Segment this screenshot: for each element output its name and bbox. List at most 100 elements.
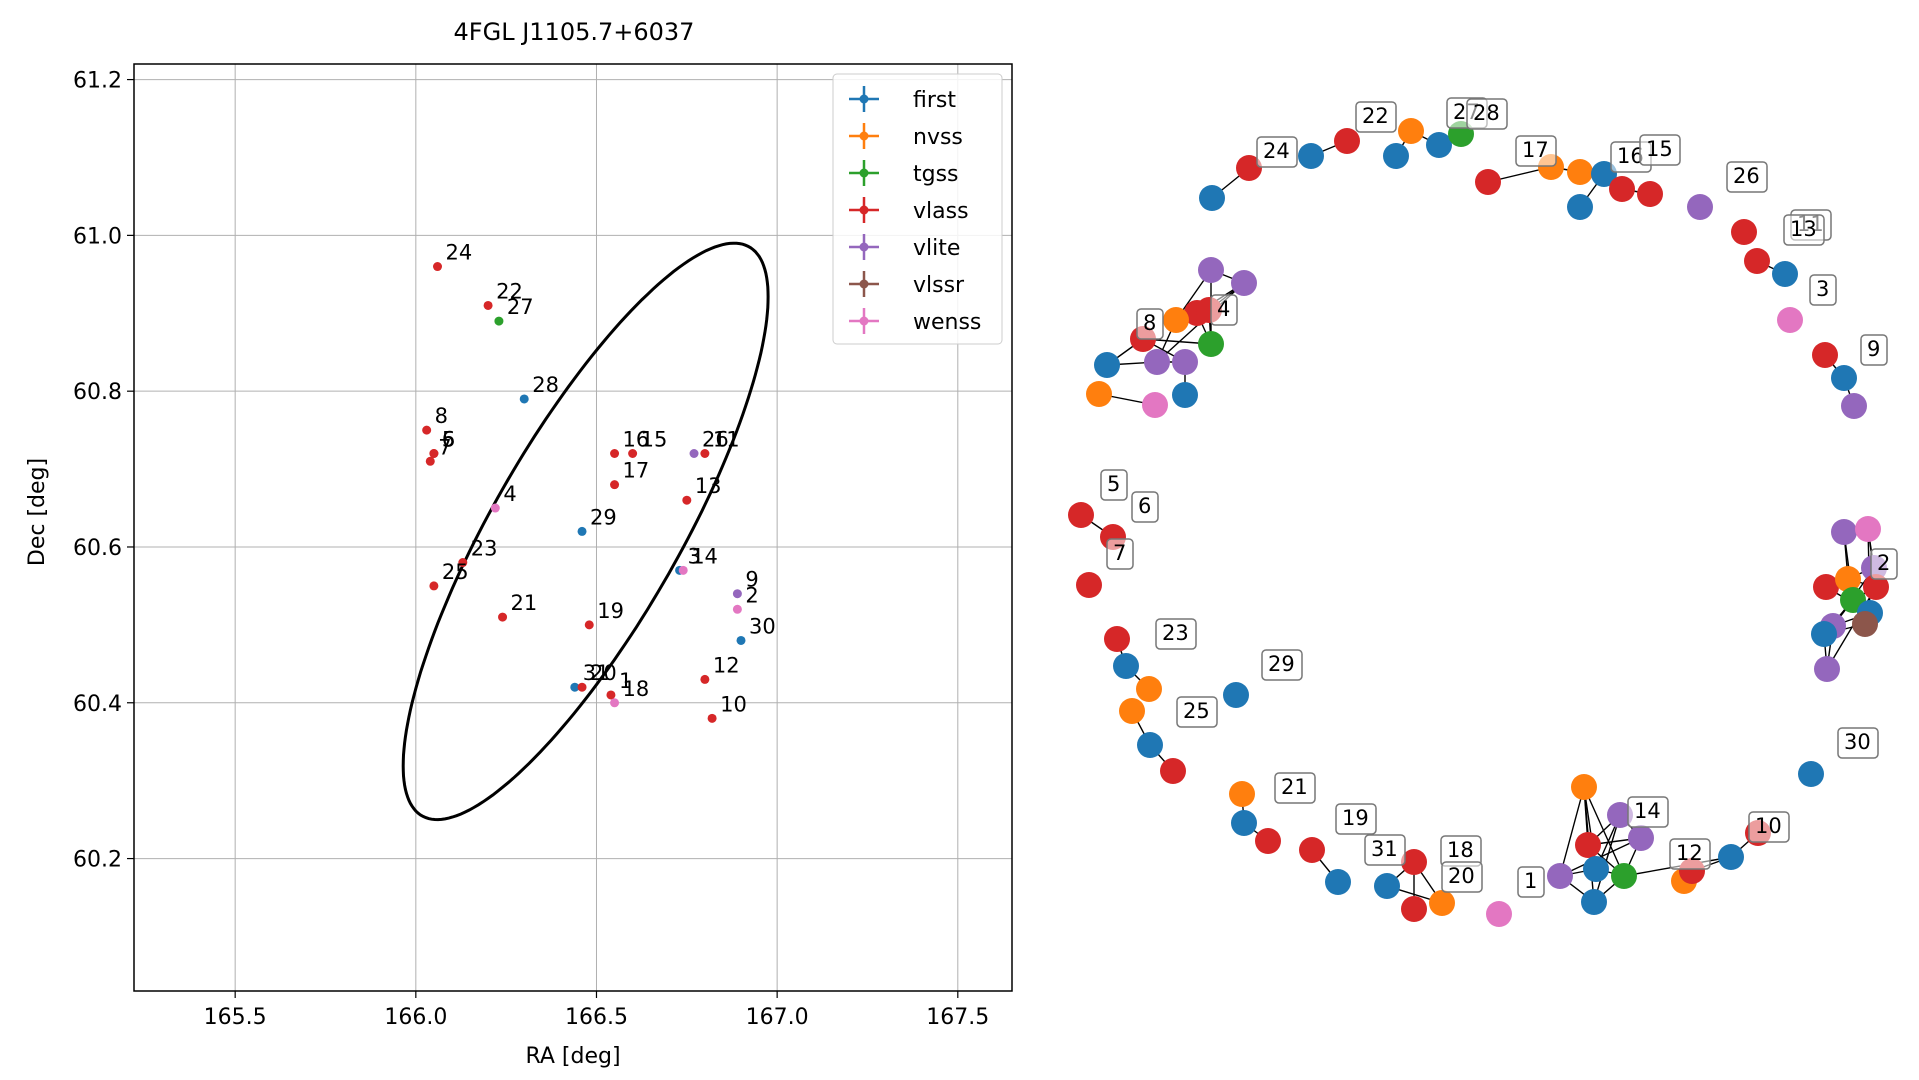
source-label: 28 <box>532 373 559 397</box>
network-node <box>1142 392 1168 418</box>
node-label: 18 <box>1447 838 1474 862</box>
legend-marker <box>859 279 869 289</box>
legend-label: vlass <box>913 199 969 224</box>
network-node <box>1298 143 1324 169</box>
source-point <box>584 620 594 630</box>
network-node <box>1486 901 1512 927</box>
network-node <box>1401 849 1427 875</box>
y-tick-label: 60.8 <box>73 380 122 405</box>
source-point <box>490 503 500 513</box>
network-node <box>1567 194 1593 220</box>
source-point <box>519 394 529 404</box>
network-node <box>1160 758 1186 784</box>
y-tick-label: 61.2 <box>73 69 122 94</box>
source-point <box>483 300 493 310</box>
network-node <box>1547 863 1573 889</box>
network-node <box>1855 516 1881 542</box>
source-point <box>610 698 620 708</box>
legend-box <box>832 73 1003 345</box>
network-node <box>1772 261 1798 287</box>
node-label: 6 <box>1138 494 1151 518</box>
source-point <box>425 456 435 466</box>
node-label-box <box>1515 135 1557 167</box>
source-point <box>628 448 638 458</box>
node-label: 21 <box>1281 775 1308 799</box>
source-label: 3 <box>688 544 701 568</box>
node-label-box <box>1176 696 1218 728</box>
network-node <box>1094 352 1120 378</box>
network-node <box>1113 653 1139 679</box>
legend-label: first <box>913 88 956 113</box>
source-label: 13 <box>695 474 722 498</box>
x-axis-label: RA [deg] <box>525 1044 620 1069</box>
source-label: 9 <box>745 568 758 592</box>
source-point <box>610 448 620 458</box>
source-label: 25 <box>442 560 469 584</box>
network-node <box>1811 621 1837 647</box>
source-label: 4 <box>503 482 516 506</box>
source-point <box>429 581 439 591</box>
legend-marker <box>859 316 869 326</box>
network-node <box>1255 828 1281 854</box>
network-node <box>1231 810 1257 836</box>
node-label: 1 <box>1524 869 1537 893</box>
ellipse-outline <box>401 241 770 822</box>
network-node <box>1231 270 1257 296</box>
network-nodes <box>1068 118 1889 927</box>
network-node <box>1229 781 1255 807</box>
node-label-box <box>1100 469 1128 501</box>
legend-marker <box>859 131 869 141</box>
node-label-box <box>1837 727 1879 759</box>
node-label: 22 <box>1362 104 1389 128</box>
node-label-box <box>1355 101 1397 133</box>
network-node <box>1609 176 1635 202</box>
node-label: 30 <box>1844 730 1871 754</box>
source-point <box>700 674 710 684</box>
node-label: 10 <box>1755 814 1782 838</box>
source-point <box>682 495 692 505</box>
network-node <box>1137 732 1163 758</box>
network-node <box>1831 519 1857 545</box>
source-point <box>606 690 616 700</box>
chart-title: 4FGL J1105.7+6037 <box>454 18 695 46</box>
legend-label: tgss <box>913 162 959 187</box>
node-label: 29 <box>1268 652 1295 676</box>
y-tick-label: 61.0 <box>73 224 122 249</box>
node-label: 26 <box>1733 164 1760 188</box>
network-node <box>1812 342 1838 368</box>
network-node <box>1571 774 1597 800</box>
network-node <box>1136 676 1162 702</box>
network-node <box>1852 611 1878 637</box>
source-point <box>689 448 699 458</box>
network-node <box>1798 761 1824 787</box>
node-label-box <box>1261 649 1303 681</box>
source-label: 12 <box>713 653 740 677</box>
network-node <box>1163 307 1189 333</box>
localization-ellipse <box>401 241 770 822</box>
legend-label: nvss <box>913 125 963 150</box>
network-node <box>1841 393 1867 419</box>
node-label: 8 <box>1143 311 1156 335</box>
network-node <box>1383 143 1409 169</box>
network-node <box>1076 572 1102 598</box>
network-node <box>1172 349 1198 375</box>
network-node <box>1374 873 1400 899</box>
node-label-box <box>1155 618 1197 650</box>
network-node <box>1104 626 1130 652</box>
plot-frame <box>133 63 1013 992</box>
x-tick-label: 165.5 <box>204 1005 267 1030</box>
source-label: 24 <box>446 241 473 265</box>
source-point <box>570 682 580 692</box>
source-label: 16 <box>623 427 650 451</box>
x-tick-label: 166.5 <box>565 1005 628 1030</box>
network-node <box>1575 832 1601 858</box>
source-label: 15 <box>641 427 668 451</box>
source-point <box>577 526 587 536</box>
source-point <box>736 635 746 645</box>
node-label: 19 <box>1342 806 1369 830</box>
node-label: 2 <box>1877 551 1890 575</box>
node-label: 25 <box>1183 699 1210 723</box>
network-node <box>1835 566 1861 592</box>
network-edge <box>1593 814 1621 903</box>
source-label: 17 <box>623 459 650 483</box>
